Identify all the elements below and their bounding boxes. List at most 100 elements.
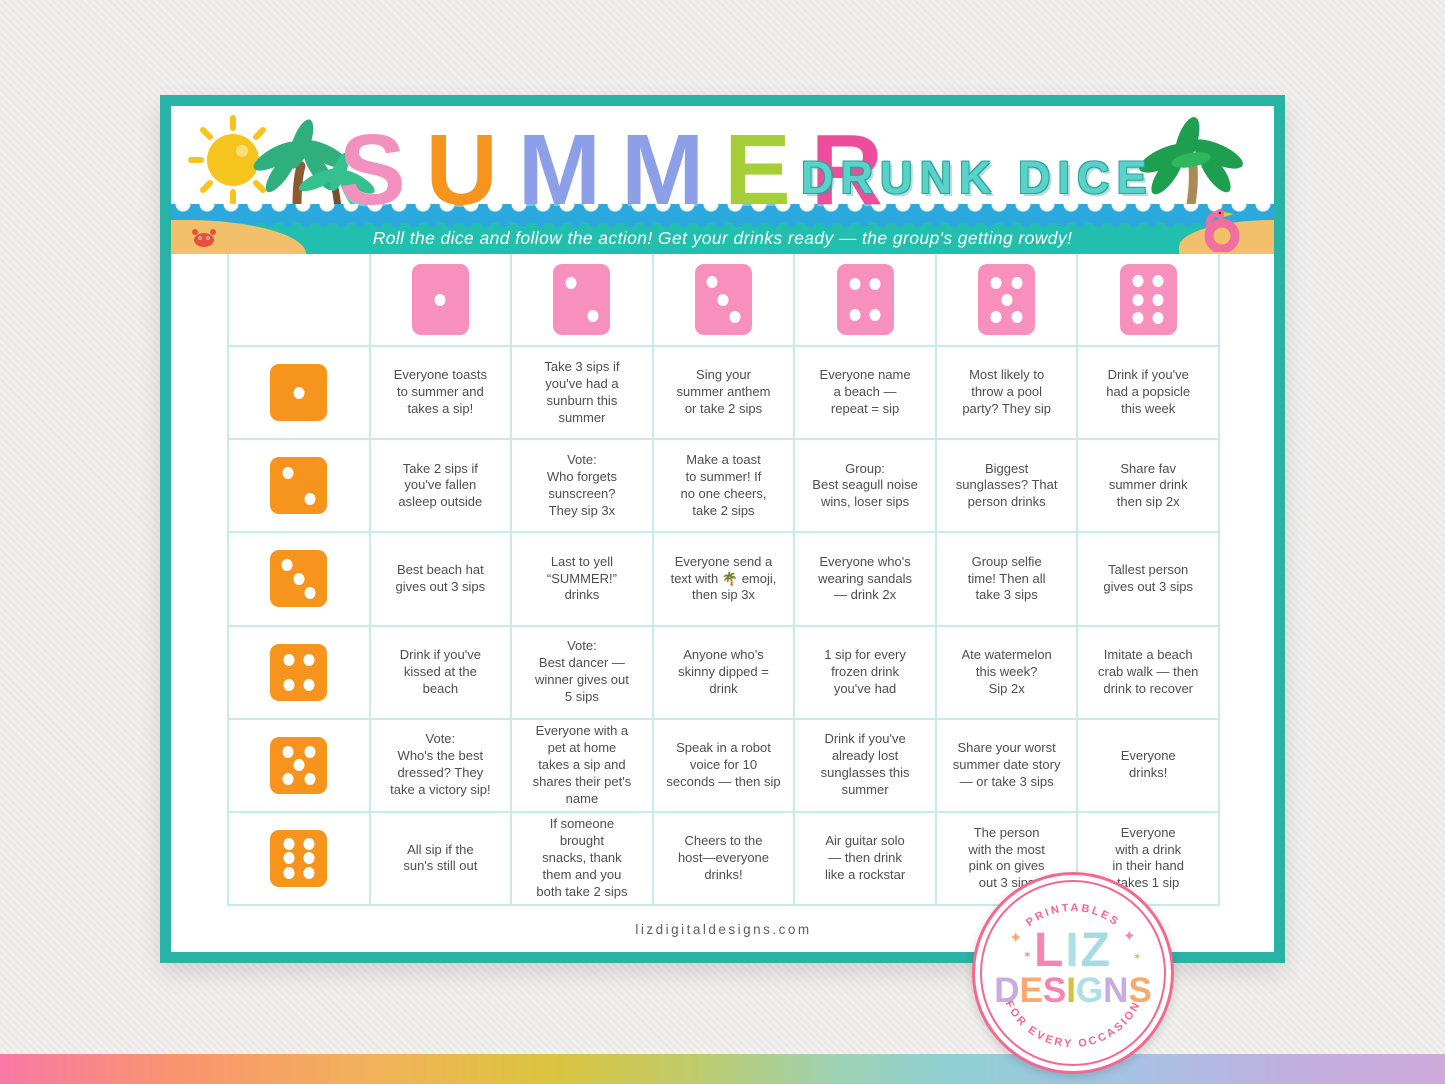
prompt-text: Drink if you've had a popsicle this week [1106,367,1191,417]
row-die-5 [270,736,328,794]
prompt-text: Share your worst summer date story — or … [952,739,1061,789]
prompt-cell: Everyone with a pet at home takes a sip … [512,719,652,811]
summer-letter: S [339,114,406,226]
prompt-text: Drink if you've kissed at the beach [399,646,481,696]
sparkle-icon: ✦ [1123,928,1136,945]
tagline-band: Roll the dice and follow the action! Get… [171,222,1274,254]
prompt-text: Cheers to the host—everyone drinks! [677,833,770,882]
crab-icon [192,229,216,247]
prompt-cell: Drink if you've had a popsicle this week [1078,347,1218,439]
row-die-1 [270,364,328,422]
prompt-cell: Group: Best seagull noise wins, loser si… [795,440,935,532]
column-header-cell [512,254,652,346]
column-die-5 [978,264,1036,336]
prompt-cell: 1 sip for every frozen drink you've had [795,626,935,718]
prompt-text: All sip if the sun's still out [403,841,478,874]
row-header-cell [229,440,369,532]
logo-letter: N [1103,971,1129,1010]
prompt-text: 1 sip for every frozen drink you've had [824,646,906,696]
prompt-text: Group: Best seagull noise wins, loser si… [812,460,918,510]
row-header-cell [229,812,369,904]
prompt-cell: Everyone with a drink in their hand take… [1078,812,1218,904]
row-die-6 [270,829,328,887]
prompt-cell: All sip if the sun's still out [370,812,511,904]
tagline-text: Roll the dice and follow the action! Get… [372,228,1073,248]
row-die-4 [270,643,328,701]
logo-inner-ring [980,880,1166,1066]
summer-letter: R [810,114,883,226]
column-header-cell [653,254,794,346]
prompt-cell: Vote: Who forgets sunscreen? They sip 3x [512,440,652,532]
logo-letter: S [1042,971,1067,1010]
prompt-cell: Everyone who's wearing sandals — drink 2… [795,533,935,625]
prompt-cell: Anyone who's skinny dipped = drink [653,626,794,718]
prompt-cell: Share your worst summer date story — or … [936,719,1077,811]
prompt-text: Imitate a beach crab walk — then drink t… [1097,646,1199,696]
prompt-cell: Vote: Who's the best dressed? They take … [370,719,511,811]
summer-letter: E [724,114,791,226]
prompt-text: Air guitar solo — then drink like a rock… [824,833,906,882]
prompt-cell: Ate watermelon this week? Sip 2x [936,626,1077,718]
logo-letter: D [994,971,1020,1010]
wave-banner: Roll the dice and follow the action! Get… [171,204,1274,254]
prompt-text: Everyone drinks! [1120,748,1176,781]
sparkle-icon: ✶ [1023,950,1032,961]
prompt-cell: Best beach hat gives out 3 sips [370,533,511,625]
column-die-6 [1119,264,1177,336]
flamingo-float-icon [1204,209,1240,252]
prompt-cell: Drink if you've already lost sunglasses … [795,719,935,811]
logo-letter: I [1066,971,1076,1010]
logo-letter: E [1019,971,1043,1010]
logo-arc-text: PRINTABLES FOR EVERY OCCASION [1003,902,1141,1050]
prompt-text: Vote: Who's the best dressed? They take … [390,731,491,798]
prompt-cell: Most likely to throw a pool party? They … [936,347,1077,439]
prompt-text: Speak in a robot voice for 10 seconds — … [666,739,781,789]
prompt-cell: Drink if you've kissed at the beach [370,626,511,718]
prompt-text: Everyone toasts to summer and takes a si… [393,367,487,417]
prompt-cell: Last to yell “SUMMER!” drinks [512,533,652,625]
prompt-text: If someone brought snacks, thank them an… [536,816,628,899]
prompt-text: Everyone send a text with 🌴 emoji, then … [670,553,777,603]
prompt-text: Everyone with a pet at home takes a sip … [532,723,632,806]
prompt-text: Vote: Who forgets sunscreen? They sip 3x [546,452,617,518]
prompt-text: Take 2 sips if you've fallen asleep outs… [398,460,483,510]
prompt-cell: Vote: Best dancer — winner gives out 5 s… [512,626,652,718]
logo-word-liz: LIZ [975,927,1171,975]
summer-letter: U [425,114,498,226]
sparkle-icon: ✦ [1009,930,1023,947]
prompt-cell: Cheers to the host—everyone drinks! [653,812,794,904]
dice-grid: Everyone toasts to summer and takes a si… [227,252,1220,906]
logo-letter: G [1075,971,1104,1010]
prompt-cell: Make a toast to summer! If no one cheers… [653,440,794,532]
prompt-cell: Share fav summer drink then sip 2x [1078,440,1218,532]
logo-letter: I [1065,924,1081,977]
column-header-cell [936,254,1077,346]
prompt-cell: Everyone toasts to summer and takes a si… [370,347,511,439]
prompt-text: Vote: Best dancer — winner gives out 5 s… [534,638,629,705]
column-die-3 [694,264,752,336]
row-header-cell [229,533,369,625]
prompt-text: Sing your summer anthem or take 2 sips [676,367,771,417]
prompt-cell: Tallest person gives out 3 sips [1078,533,1218,625]
summer-letter: M [620,114,704,226]
sparkle-icon: ✶ [1133,952,1142,963]
column-die-4 [836,264,894,336]
prompt-cell: Speak in a robot voice for 10 seconds — … [653,719,794,811]
prompt-text: Make a toast to summer! If no one cheers… [680,452,767,518]
logo-letter: S [1128,971,1152,1010]
prompt-cell: Everyone drinks! [1078,719,1218,811]
column-header-cell [795,254,935,346]
prompt-text: Everyone name a beach — repeat = sip [819,367,911,417]
prompt-text: Most likely to throw a pool party? They … [962,367,1051,417]
logo-letter: Z [1080,924,1112,977]
prompt-cell: Take 2 sips if you've fallen asleep outs… [370,440,511,532]
prompt-text: Last to yell “SUMMER!” drinks [546,553,617,603]
prompt-cell: Everyone send a text with 🌴 emoji, then … [653,533,794,625]
prompt-cell: Biggest sunglasses? That person drinks [936,440,1077,532]
prompt-cell: If someone brought snacks, thank them an… [512,812,652,904]
prompt-text: Share fav summer drink then sip 2x [1108,460,1188,510]
row-header-cell [229,626,369,718]
column-die-2 [553,264,611,336]
